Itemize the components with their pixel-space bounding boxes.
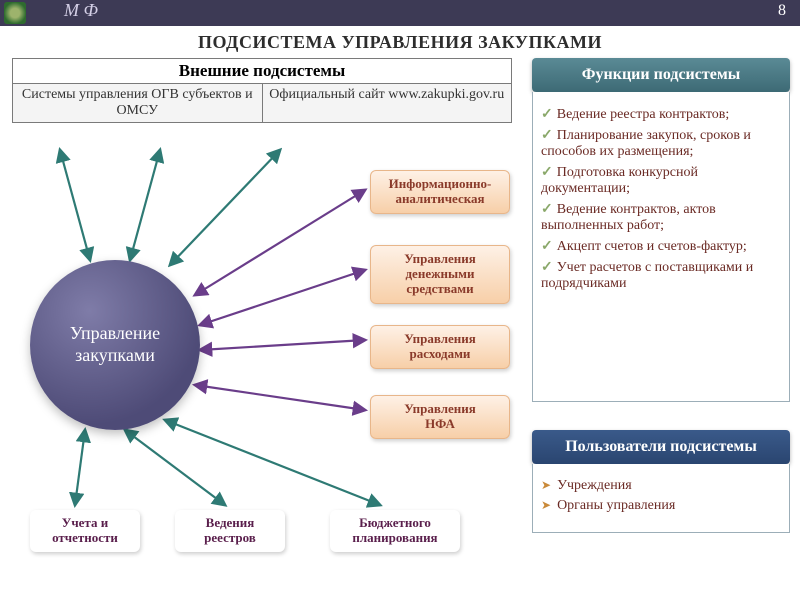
node-n6: Веденияреестров bbox=[175, 510, 285, 552]
functions-header: Функции подсистемы bbox=[532, 58, 790, 92]
functions-body: Ведение реестра контрактов; Планирование … bbox=[532, 92, 790, 402]
function-item: Планирование закупок, сроков и способов … bbox=[541, 127, 781, 160]
node-n1: Информационно-аналитическая bbox=[370, 170, 510, 214]
external-header: Внешние подсистемы bbox=[13, 59, 511, 84]
external-cell-1: Официальный сайт www.zakupki.gov.ru bbox=[263, 84, 512, 122]
node-n4: УправленияНФА bbox=[370, 395, 510, 439]
top-bar: М Ф 8 bbox=[0, 0, 800, 26]
node-n7: Бюджетногопланирования bbox=[330, 510, 460, 552]
users-panel: Пользователи подсистемы Учреждения Органы… bbox=[532, 430, 790, 533]
function-item: Учет расчетов с поставщиками и подрядчик… bbox=[541, 259, 781, 292]
users-body: Учреждения Органы управления bbox=[532, 464, 790, 533]
user-item: Органы управления bbox=[541, 498, 781, 514]
external-subsystems-table: Внешние подсистемы Системы управления ОГ… bbox=[12, 58, 512, 123]
function-item: Ведение контрактов, актов выполненных ра… bbox=[541, 201, 781, 234]
function-item: Подготовка конкурсной документации; bbox=[541, 164, 781, 197]
users-header: Пользователи подсистемы bbox=[532, 430, 790, 464]
emblem-icon bbox=[4, 2, 26, 24]
diagram-area: Управление закупками Информационно-анали… bbox=[0, 130, 520, 590]
mf-label: М Ф bbox=[64, 0, 98, 21]
external-cell-0: Системы управления ОГВ субъектов и ОМСУ bbox=[13, 84, 263, 122]
node-n2: Управленияденежнымисредствами bbox=[370, 245, 510, 304]
function-item: Акцепт счетов и счетов-фактур; bbox=[541, 238, 781, 255]
function-item: Ведение реестра контрактов; bbox=[541, 106, 781, 123]
node-n3: Управлениярасходами bbox=[370, 325, 510, 369]
page-number: 8 bbox=[778, 2, 786, 20]
node-n5: Учета иотчетности bbox=[30, 510, 140, 552]
slide-title: ПОДСИСТЕМА УПРАВЛЕНИЯ ЗАКУПКАМИ bbox=[0, 32, 800, 53]
user-item: Учреждения bbox=[541, 478, 781, 494]
functions-panel: Функции подсистемы Ведение реестра контр… bbox=[532, 58, 790, 402]
hub-node: Управление закупками bbox=[30, 260, 200, 430]
